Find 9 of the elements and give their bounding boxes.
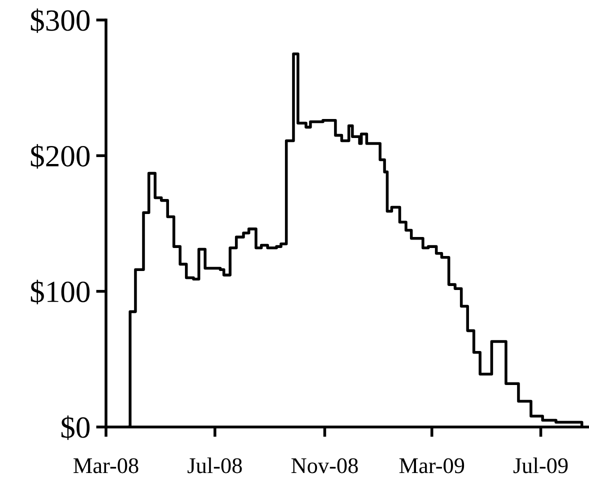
x-tick-label: Jul-09 — [513, 458, 568, 474]
x-tick-label: Mar-09 — [399, 458, 464, 474]
y-tick-label: $300 — [30, 8, 90, 33]
y-tick-label: $200 — [30, 144, 90, 169]
y-tick-label: $100 — [30, 280, 90, 304]
y-tick-label: $0 — [61, 415, 90, 440]
x-tick-label: Mar-08 — [74, 458, 138, 474]
x-tick-label: Nov-08 — [291, 458, 358, 474]
x-tick-label: Jul-08 — [188, 458, 242, 474]
